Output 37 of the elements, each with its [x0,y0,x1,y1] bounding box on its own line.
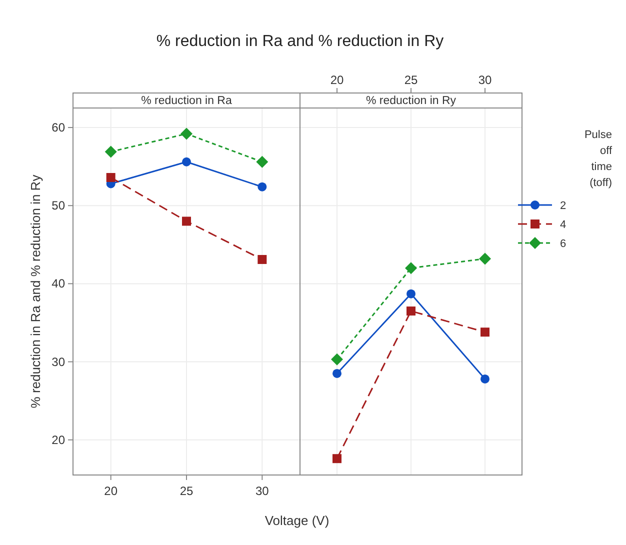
x-tick-label: 30 [478,73,492,87]
point [256,156,268,168]
point [258,254,267,264]
chart-title: % reduction in Ra and % reduction in Ry [156,33,444,50]
point [180,128,192,140]
chart-subtitle: % reduction in Ry [366,95,456,107]
point [258,182,267,192]
point [480,374,490,384]
legend-label: 6 [560,238,566,250]
point [331,353,343,366]
y-tick-label: 40 [52,276,66,291]
point [106,172,116,182]
y-tick-label: 50 [52,198,66,213]
point [405,262,417,274]
point [332,368,342,378]
legend-title: Pulse off time (toff) [584,129,613,189]
point [406,306,416,316]
point [332,454,342,464]
point [479,252,491,265]
x-axis-title: Voltage (V) [264,513,330,528]
x-tick-label: 20 [330,73,344,87]
legend-label: 4 [560,219,566,231]
chart-subtitle: % reduction in Ra [141,95,232,107]
x-tick-label: 30 [255,484,270,498]
point [182,216,191,226]
y-tick-label: 30 [52,354,66,369]
point [104,146,117,158]
x-tick-label: 20 [104,484,118,498]
y-tick-label: 60 [52,120,66,135]
legend-label: 2 [560,200,566,212]
y-axis-title: % reduction in Ra and % reduction in Ry [28,174,43,408]
x-tick-label: 25 [404,73,418,87]
x-tick-label: 25 [180,484,194,498]
point [480,328,490,337]
y-tick-label: 20 [52,432,66,447]
point [406,289,416,298]
point [182,157,191,166]
